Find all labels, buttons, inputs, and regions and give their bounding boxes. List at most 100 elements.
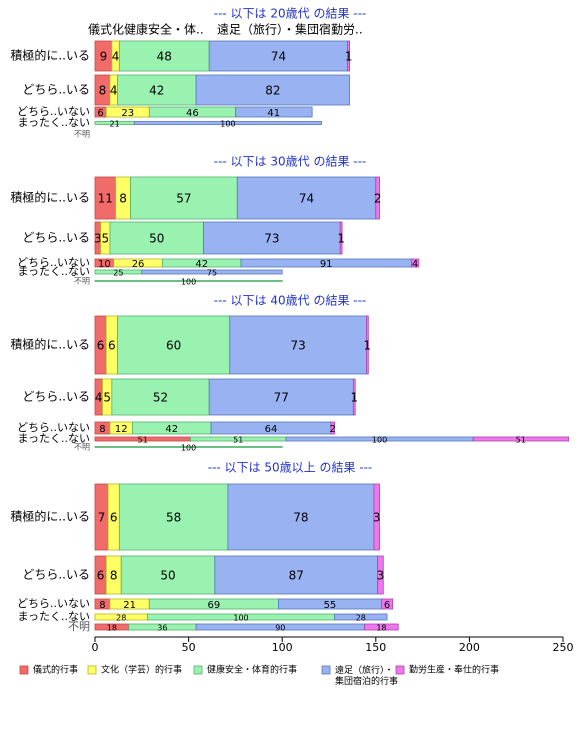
row-label: まったく..ない: [17, 116, 90, 129]
data-label: 7: [98, 511, 106, 525]
bar-segment: [352, 378, 356, 416]
data-label: 6: [110, 511, 118, 525]
bar-segment: [229, 315, 367, 375]
data-label: 8: [99, 600, 105, 611]
data-label: 100: [181, 444, 196, 453]
row-label: まったく..ない: [17, 265, 90, 278]
legend-label: 儀式的行事: [33, 664, 78, 676]
bar-segment: [133, 121, 322, 125]
data-label: 2: [330, 424, 336, 435]
data-label: 21: [123, 600, 136, 611]
x-tick-label: 150: [365, 641, 386, 654]
data-label: 50: [149, 232, 164, 246]
x-tick-label: 50: [182, 641, 196, 654]
legend-label: 健康安全・体育的行事: [207, 664, 297, 676]
data-label: 4: [412, 259, 418, 270]
bar-segment: [214, 555, 379, 595]
row-label: 積極的に..いる: [10, 190, 90, 205]
data-label: 18: [376, 624, 386, 633]
data-label: 10: [98, 259, 111, 270]
data-label: 11: [98, 192, 113, 206]
data-label: 6: [97, 569, 105, 583]
data-label: 26: [132, 259, 145, 270]
bar-segment: [118, 40, 210, 72]
data-label: 8: [119, 192, 127, 206]
legend-swatch: [87, 665, 97, 675]
bar-segment: [109, 221, 204, 255]
data-label: 4: [112, 50, 120, 64]
data-label: 6: [97, 108, 103, 119]
legend-label: 勤労生産・奉仕的行事: [409, 664, 499, 676]
bar-segment: [334, 613, 388, 621]
data-label: 51: [138, 436, 148, 445]
x-tick-label: 250: [553, 641, 574, 654]
row-label: 積極的に..いる: [10, 337, 90, 352]
bar-segment: [234, 106, 313, 118]
data-label: 23: [121, 108, 134, 119]
data-label: 25: [113, 269, 123, 278]
data-label: 82: [265, 84, 280, 98]
bar-segment: [472, 436, 570, 442]
data-label: 100: [372, 436, 387, 445]
bar-segment: [141, 269, 283, 275]
data-label: 77: [274, 391, 289, 405]
bar-segment: [117, 315, 231, 375]
data-label: 100: [220, 120, 235, 129]
data-label: 52: [153, 391, 168, 405]
legend-swatch: [193, 665, 203, 675]
data-label: 1: [337, 232, 345, 246]
data-label: 6: [108, 339, 116, 353]
x-tick-label: 100: [272, 641, 293, 654]
row-label: 積極的に..いる: [10, 509, 90, 524]
data-label: 75: [207, 269, 217, 278]
panel-title: --- 以下は 30歳代 の結果 ---: [214, 155, 367, 169]
data-label: 1: [364, 339, 372, 353]
row-label: まったく..ない: [17, 610, 90, 623]
data-label: 6: [97, 339, 105, 353]
data-label: 91: [320, 259, 333, 270]
legend-swatch: [395, 665, 405, 675]
data-label: 5: [101, 232, 109, 246]
row-label: どちら..いる: [22, 568, 90, 582]
bar-segment: [339, 221, 343, 255]
data-label: 8: [110, 569, 118, 583]
data-label: 60: [166, 339, 181, 353]
data-label: 8: [99, 424, 105, 435]
data-label: 46: [186, 108, 199, 119]
top-category-label: 儀式化健康安全・体..: [88, 22, 204, 37]
data-label: 12: [115, 424, 128, 435]
data-label: 55: [324, 600, 337, 611]
bar-segment: [364, 623, 399, 631]
row-label: どちら..いない: [17, 597, 90, 610]
bar-segment: [377, 555, 384, 595]
data-label: 4: [110, 84, 118, 98]
data-label: 51: [516, 436, 526, 445]
data-label: 78: [293, 511, 308, 525]
x-tick-label: 0: [92, 641, 99, 654]
data-label: 74: [299, 192, 314, 206]
row-label: どちら..いない: [17, 421, 90, 434]
row-label: どちら..いる: [22, 231, 90, 245]
legend-label: 文化（学芸）的行事: [101, 664, 182, 676]
bar-segment: [203, 221, 341, 255]
data-label: 42: [165, 424, 178, 435]
data-label: 1: [345, 50, 353, 64]
data-label: 64: [265, 424, 278, 435]
row-label: どちら..いる: [22, 83, 90, 97]
bar-segment: [94, 280, 283, 282]
panel-title: --- 以下は 20歳代 の結果 ---: [214, 7, 367, 21]
data-label: 48: [157, 50, 172, 64]
data-label: 42: [149, 84, 164, 98]
bar-segment: [111, 378, 210, 416]
bar-segment: [94, 446, 283, 448]
bar-segment: [381, 598, 394, 610]
data-label: 74: [271, 50, 286, 64]
data-label: 87: [289, 569, 304, 583]
row-label: どちら..いない: [17, 105, 90, 118]
bar-segment: [118, 483, 229, 551]
data-label: 73: [290, 339, 305, 353]
bar-segment: [330, 421, 336, 435]
data-label: 2: [374, 192, 382, 206]
data-label: 36: [157, 624, 167, 633]
top-category-label: 遠足（旅行）・集団宿勤労..: [217, 22, 363, 37]
